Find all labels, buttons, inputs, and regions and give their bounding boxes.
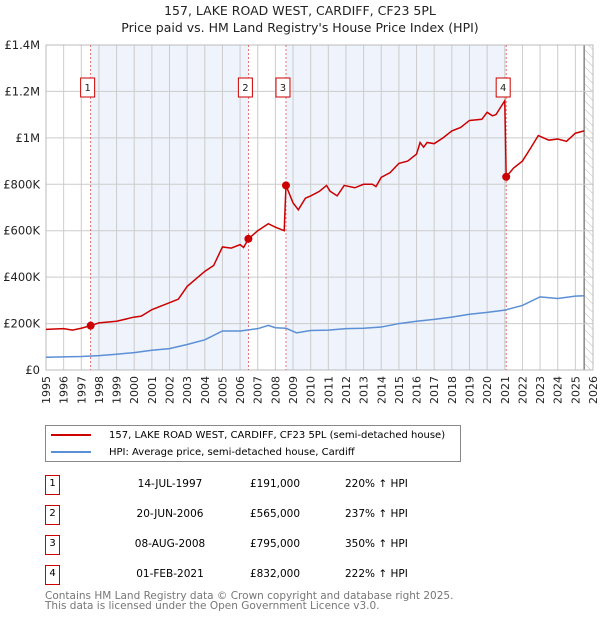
sale-number: 4 bbox=[45, 565, 60, 585]
legend-swatch-property bbox=[51, 434, 91, 436]
legend-swatch-hpi bbox=[51, 451, 91, 453]
sale-point bbox=[281, 181, 290, 190]
footer-copyright: Contains HM Land Registry data © Crown c… bbox=[45, 590, 454, 602]
shaded-ownership-period bbox=[285, 45, 507, 370]
plot-frame bbox=[45, 44, 594, 371]
legend-item-hpi: HPI: Average price, semi-detached house,… bbox=[46, 444, 355, 460]
sale-price: £565,000 bbox=[249, 508, 301, 520]
table-row: 2 20-JUN-2006 £565,000 237% ↑ HPI bbox=[45, 505, 465, 527]
x-tick-label: 1997 bbox=[75, 376, 88, 404]
x-tick-label: 2002 bbox=[164, 376, 177, 404]
x-tick-label: 2023 bbox=[534, 376, 547, 404]
sale-date: 14-JUL-1997 bbox=[137, 478, 203, 490]
y-tick-label: £1M bbox=[15, 131, 40, 145]
sale-price: £832,000 bbox=[249, 568, 301, 580]
sale-hpi-change: 350% ↑ HPI bbox=[345, 538, 408, 550]
x-tick-label: 2019 bbox=[463, 376, 476, 404]
x-tick-label: 2020 bbox=[481, 376, 494, 404]
sale-hpi-change: 220% ↑ HPI bbox=[345, 478, 408, 490]
x-tick-label: 2015 bbox=[393, 376, 406, 404]
legend-label-property: 157, LAKE ROAD WEST, CARDIFF, CF23 5PL (… bbox=[109, 429, 446, 441]
x-tick-label: 2005 bbox=[216, 376, 229, 404]
x-tick-label: 2012 bbox=[340, 376, 353, 404]
sale-date: 01-FEB-2021 bbox=[136, 568, 204, 580]
x-tick-label: 2017 bbox=[428, 376, 441, 404]
x-tick-label: 2021 bbox=[499, 376, 512, 404]
sale-point bbox=[86, 321, 95, 330]
x-tick-label: 1995 bbox=[40, 376, 53, 404]
x-tick-label: 2010 bbox=[305, 376, 318, 404]
x-tick-label: 2018 bbox=[446, 376, 459, 404]
legend: 157, LAKE ROAD WEST, CARDIFF, CF23 5PL (… bbox=[45, 425, 461, 462]
sale-number-label: 1 bbox=[84, 83, 90, 94]
x-tick-label: 2025 bbox=[569, 376, 582, 404]
sale-date: 20-JUN-2006 bbox=[136, 508, 204, 520]
sale-date: 08-AUG-2008 bbox=[134, 538, 206, 550]
sale-point bbox=[502, 172, 511, 181]
sale-price: £191,000 bbox=[249, 478, 301, 490]
x-tick-label: 1999 bbox=[111, 376, 124, 404]
x-tick-label: 2007 bbox=[252, 376, 265, 404]
chart-subtitle: Price paid vs. HM Land Registry's House … bbox=[121, 20, 479, 35]
x-tick-label: 2004 bbox=[199, 376, 212, 404]
x-tick-label: 1996 bbox=[58, 376, 71, 404]
x-tick-label: 2016 bbox=[411, 376, 424, 404]
x-tick-label: 2000 bbox=[128, 376, 141, 404]
x-tick-label: 2009 bbox=[287, 376, 300, 404]
hpi-line bbox=[45, 294, 585, 358]
x-tick-label: 2024 bbox=[552, 376, 565, 404]
sale-hpi-change: 222% ↑ HPI bbox=[345, 568, 408, 580]
x-tick-label: 2001 bbox=[146, 376, 159, 404]
x-tick-label: 1998 bbox=[93, 376, 106, 404]
table-row: 3 08-AUG-2008 £795,000 350% ↑ HPI bbox=[45, 535, 465, 557]
y-tick-label: £0 bbox=[25, 363, 40, 377]
table-row: 4 01-FEB-2021 £832,000 222% ↑ HPI bbox=[45, 565, 465, 587]
sale-price: £795,000 bbox=[249, 538, 301, 550]
sale-number: 1 bbox=[45, 475, 60, 495]
x-tick-label: 2013 bbox=[358, 376, 371, 404]
table-row: 1 14-JUL-1997 £191,000 220% ↑ HPI bbox=[45, 475, 465, 497]
sale-number-label: 4 bbox=[500, 83, 506, 94]
price-chart: 1995 1996 1997 1998 1999 2000 2001 2002 2003 2004… bbox=[3, 38, 600, 404]
y-tick-label: £1.4M bbox=[4, 38, 40, 52]
chart-title-address: 157, LAKE ROAD WEST, CARDIFF, CF23 5PL bbox=[164, 3, 436, 18]
y-tick-label: £600K bbox=[3, 224, 40, 238]
sale-number: 3 bbox=[45, 535, 60, 555]
y-tick-label: £1.2M bbox=[4, 84, 40, 98]
forecast-hatch bbox=[584, 45, 593, 370]
x-tick-label: 2006 bbox=[234, 376, 247, 404]
legend-item-property: 157, LAKE ROAD WEST, CARDIFF, CF23 5PL (… bbox=[46, 427, 445, 443]
footer-licence: This data is licensed under the Open Gov… bbox=[45, 600, 380, 612]
sale-number-box bbox=[275, 77, 291, 98]
sale-hpi-change: 237% ↑ HPI bbox=[345, 508, 408, 520]
property-price-line bbox=[45, 98, 585, 331]
sale-point bbox=[244, 234, 253, 243]
y-tick-label: £200K bbox=[3, 317, 40, 331]
sale-number-box bbox=[237, 77, 253, 98]
sale-number-label: 3 bbox=[280, 83, 286, 94]
x-tick-label: 2014 bbox=[375, 376, 388, 404]
x-tick-label: 2003 bbox=[181, 376, 194, 404]
sale-number-box bbox=[495, 77, 511, 98]
y-tick-label: £800K bbox=[3, 177, 40, 191]
x-tick-label: 2026 bbox=[587, 376, 600, 404]
sale-number-box bbox=[80, 77, 96, 98]
sale-number-label: 2 bbox=[242, 83, 248, 94]
x-tick-label: 2011 bbox=[322, 376, 335, 404]
x-tick-label: 2022 bbox=[516, 376, 529, 404]
sale-number: 2 bbox=[45, 505, 60, 525]
y-tick-label: £400K bbox=[3, 270, 40, 284]
legend-label-hpi: HPI: Average price, semi-detached house,… bbox=[109, 446, 355, 458]
x-tick-label: 2008 bbox=[269, 376, 282, 404]
